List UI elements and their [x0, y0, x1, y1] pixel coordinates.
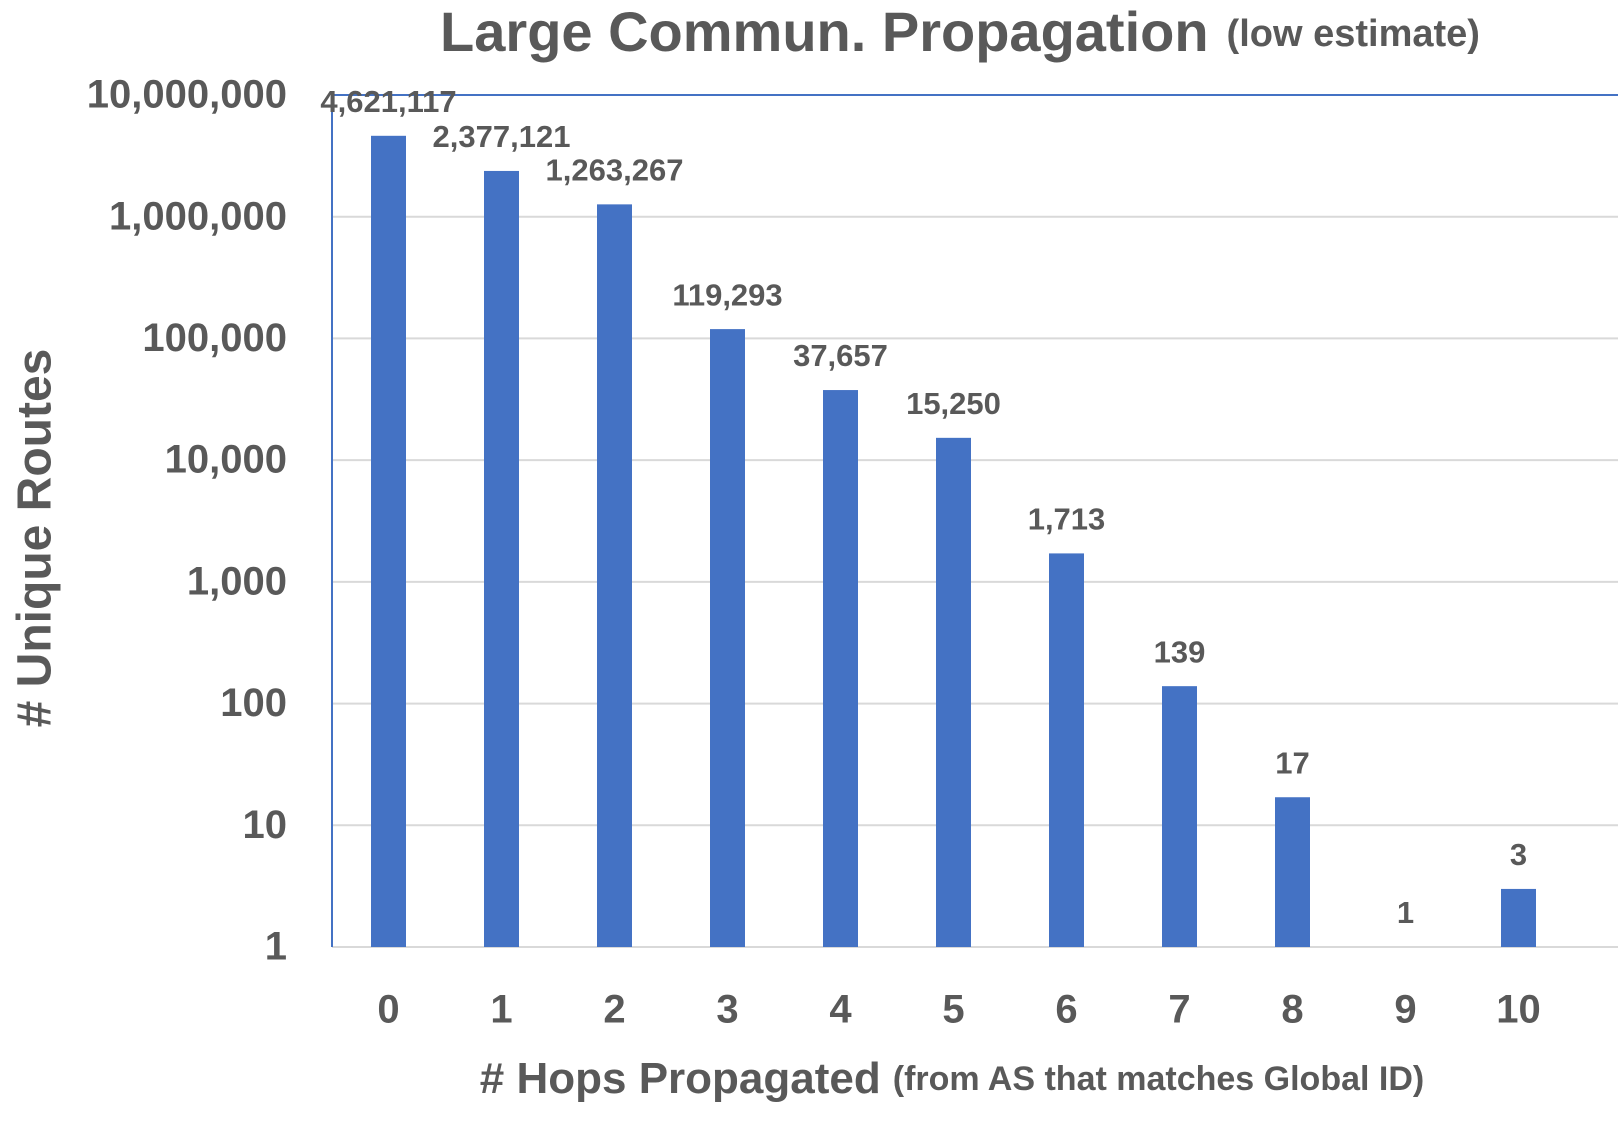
- bar: [371, 135, 406, 948]
- bar: [1275, 797, 1310, 947]
- y-tick-label: 1,000: [187, 559, 287, 603]
- title-sub: (low estimate): [1227, 13, 1480, 55]
- bar: [823, 390, 858, 947]
- y-tick-label: 100: [220, 681, 287, 725]
- value-label: 139: [1154, 634, 1206, 669]
- bar: [484, 170, 519, 947]
- y-tick-label: 10: [243, 803, 288, 847]
- bar: [1501, 888, 1536, 947]
- y-axis-label: # Unique Routes: [9, 349, 62, 728]
- value-label: 119,293: [672, 277, 782, 312]
- y-tick-label: 10,000,000: [87, 73, 287, 117]
- value-label: 2,377,121: [433, 119, 571, 154]
- y-tick-label: 100,000: [142, 316, 287, 360]
- value-label: 15,250: [906, 386, 1001, 421]
- value-label: 1,263,267: [546, 153, 684, 188]
- x-tick-label: 0: [377, 988, 399, 1032]
- y-tick-label: 1,000,000: [109, 194, 287, 238]
- bar: [1162, 686, 1197, 947]
- x-tick-label: 3: [716, 988, 738, 1032]
- value-label: 37,657: [793, 338, 888, 373]
- bar: [936, 437, 971, 947]
- x-axis-label: # Hops Propagated (from AS that matches G…: [480, 1054, 1424, 1103]
- bar: [597, 204, 632, 948]
- x-tick-label: 5: [942, 988, 964, 1032]
- title-main: Large Commun. Propagation: [440, 0, 1209, 63]
- value-label: 4,621,117: [320, 84, 456, 119]
- value-label: 3: [1510, 837, 1527, 872]
- value-label: 1,713: [1028, 502, 1106, 537]
- x-tick-label: 8: [1281, 988, 1303, 1032]
- value-label: 1: [1397, 895, 1414, 930]
- y-tick-label: 10,000: [165, 438, 287, 482]
- value-label: 17: [1275, 745, 1309, 780]
- x-label-main: # Hops Propagated: [480, 1054, 881, 1103]
- x-tick-label: 2: [603, 988, 625, 1032]
- x-tick-label: 9: [1394, 988, 1416, 1032]
- x-tick-label: 10: [1496, 988, 1541, 1032]
- x-tick-label: 1: [490, 988, 512, 1032]
- chart-title: Large Commun. Propagation (low estimate): [440, 0, 1480, 63]
- bar: [1049, 553, 1084, 947]
- x-label-note: (from AS that matches Global ID): [893, 1060, 1424, 1098]
- x-tick-label: 6: [1055, 988, 1077, 1032]
- x-tick-label: 4: [829, 988, 852, 1032]
- x-tick-label: 7: [1168, 988, 1190, 1032]
- y-tick-label: 1: [265, 925, 287, 969]
- bar: [710, 329, 745, 948]
